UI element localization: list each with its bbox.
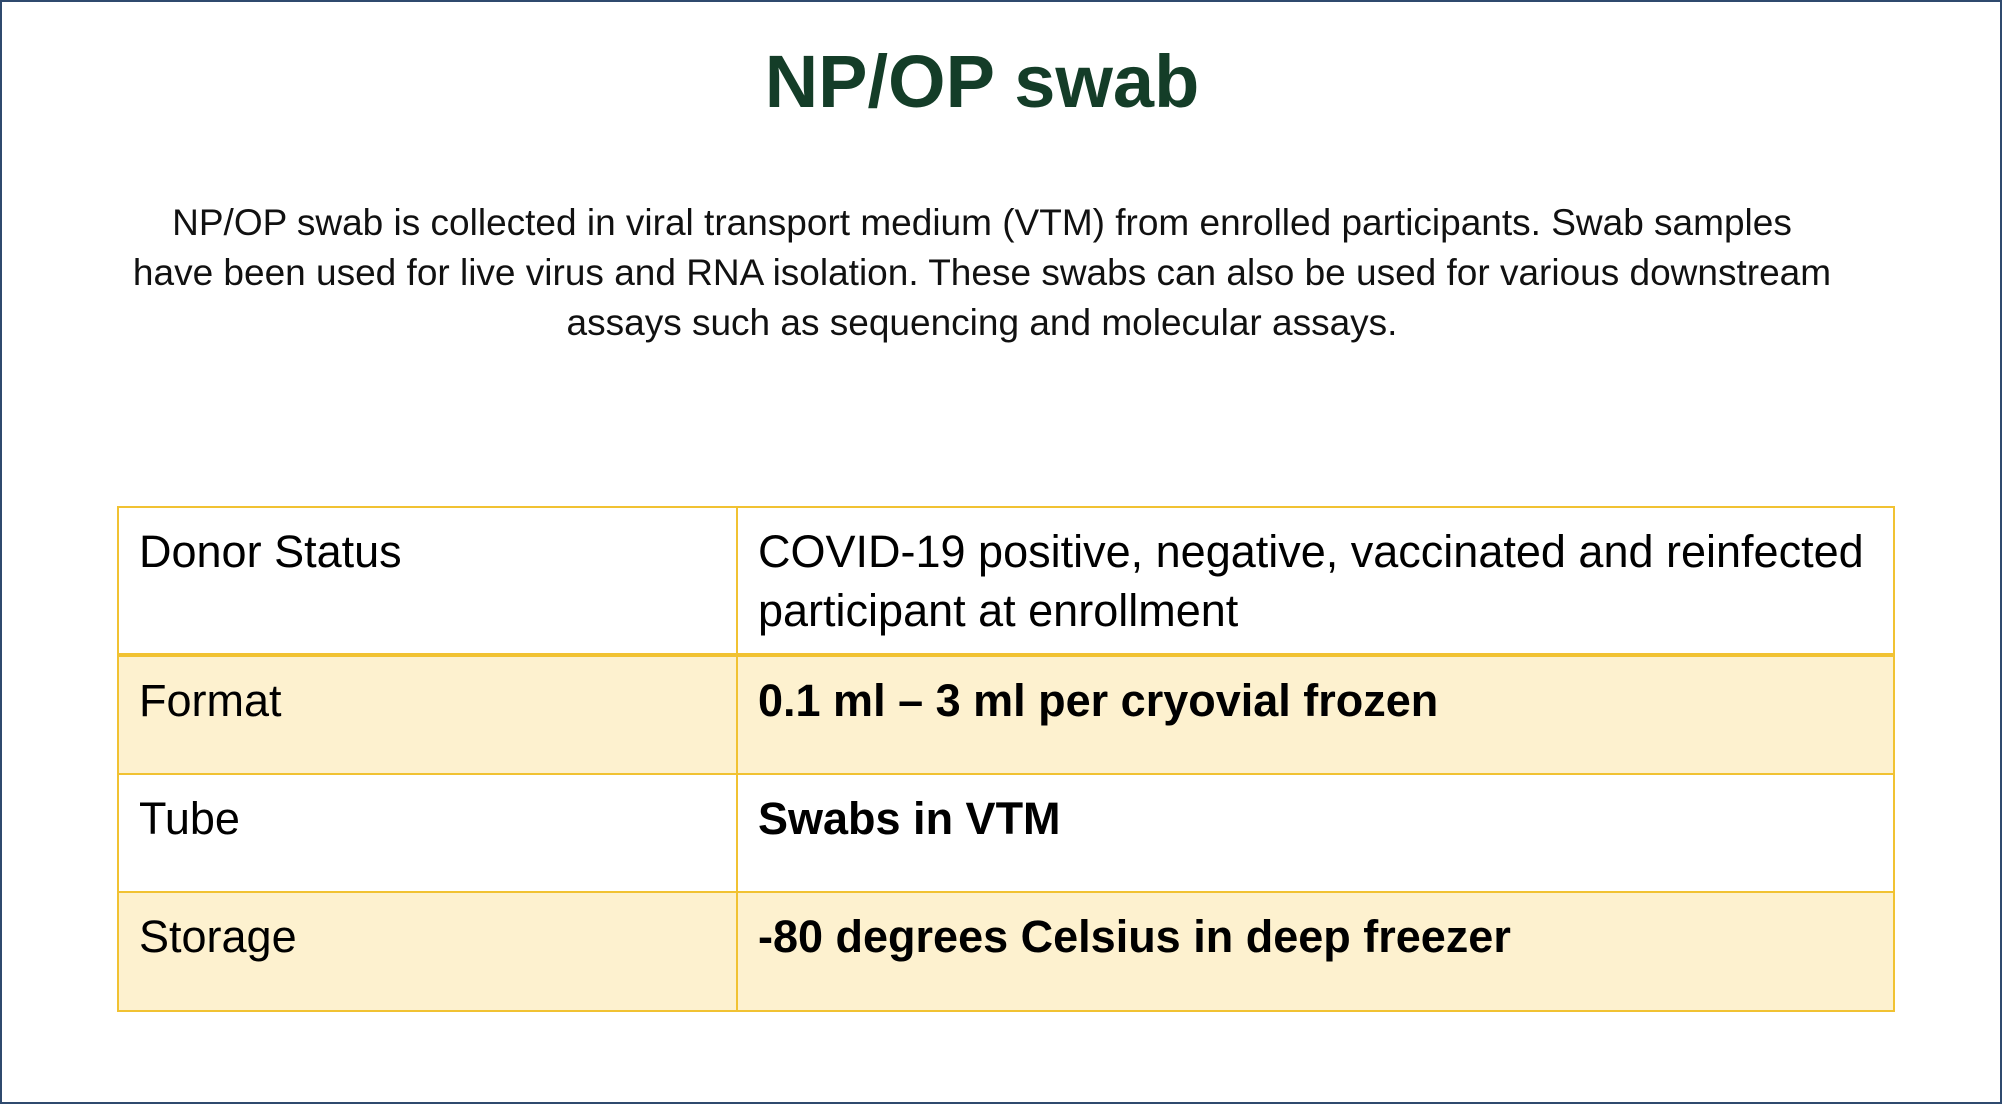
- table-row-tube: Tube Swabs in VTM: [117, 773, 1895, 893]
- row-label-format: Format: [117, 653, 738, 775]
- row-label-tube: Tube: [117, 773, 738, 893]
- row-value-format: 0.1 ml – 3 ml per cryovial frozen: [736, 653, 1895, 775]
- specimen-info-table: Donor Status COVID-19 positive, negative…: [117, 506, 1895, 1012]
- row-label-storage: Storage: [117, 891, 738, 1012]
- row-value-donor-status: COVID-19 positive, negative, vaccinated …: [736, 506, 1895, 656]
- row-label-donor-status: Donor Status: [117, 506, 738, 656]
- table-row-donor-status: Donor Status COVID-19 positive, negative…: [117, 506, 1895, 656]
- table-row-storage: Storage -80 degrees Celsius in deep free…: [117, 891, 1895, 1012]
- row-value-tube: Swabs in VTM: [736, 773, 1895, 893]
- row-value-storage: -80 degrees Celsius in deep freezer: [736, 891, 1895, 1012]
- slide-description: NP/OP swab is collected in viral transpo…: [132, 202, 1832, 343]
- slide-title: NP/OP swab: [764, 40, 1200, 123]
- table-row-format: Format 0.1 ml – 3 ml per cryovial frozen: [117, 653, 1895, 775]
